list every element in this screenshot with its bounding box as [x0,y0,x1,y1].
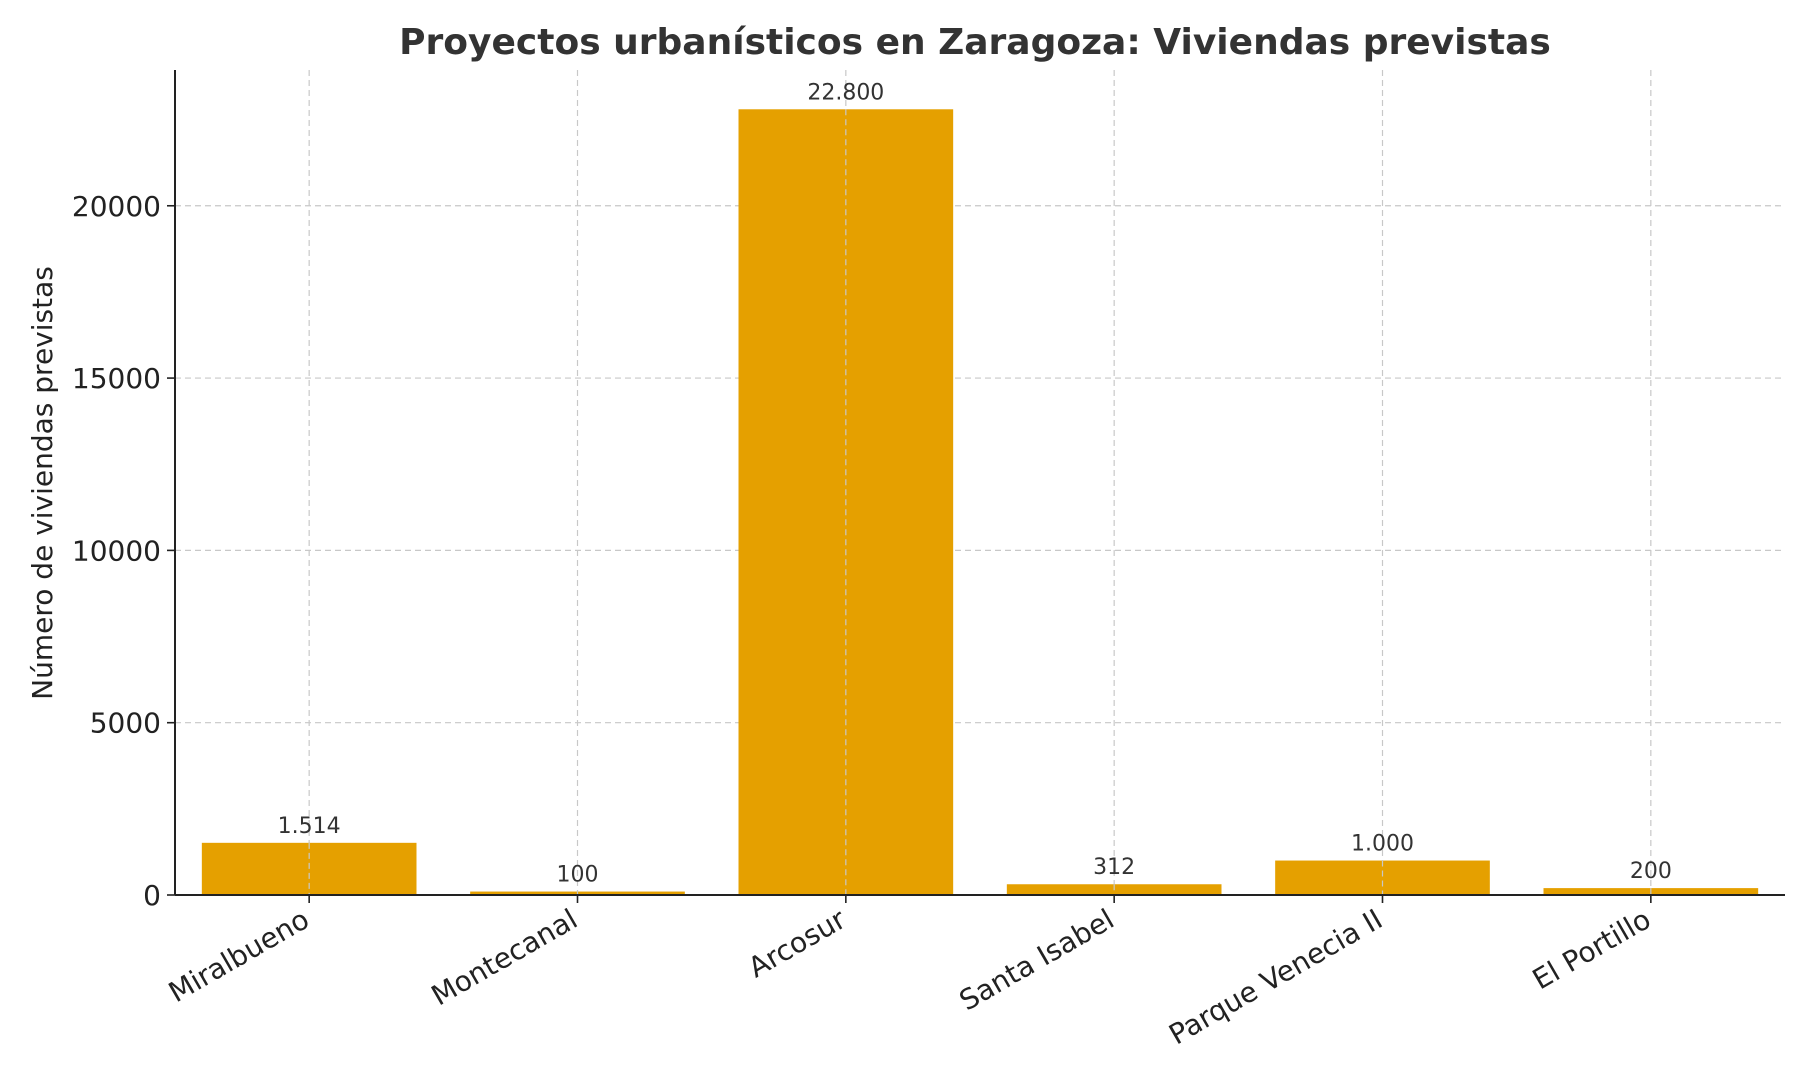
data-label: 100 [557,863,599,888]
bars [201,109,1759,896]
x-tick-label: El Portillo [1527,902,1656,996]
data-label: 1.514 [278,814,341,839]
y-tick-label: 15000 [72,362,161,395]
y-axis-label: Número de viviendas previstas [26,266,59,700]
y-tick-label: 20000 [72,190,161,223]
y-tick-label: 5000 [90,707,161,740]
x-tick-label: Arcosur [743,902,852,984]
x-tick-label: Montecanal [426,902,583,1012]
y-tick-labels: 0 5000 10000 15000 20000 [72,190,161,912]
y-tick-label: 0 [143,879,161,912]
x-tick-labels: Miralbueno Montecanal Arcosur Santa Isabel P… [163,902,1656,1051]
data-label: 200 [1630,859,1672,884]
grid-lines [175,70,1785,895]
axes [167,70,1785,903]
x-tick-label: Santa Isabel [954,902,1120,1017]
y-tick-label: 10000 [72,534,161,567]
data-label: 22.800 [807,80,884,105]
chart-title: Proyectos urbanísticos en Zaragoza: Vivi… [399,22,1551,63]
data-labels: 1.514 100 22.800 312 1.000 200 [278,80,1672,887]
data-label: 1.000 [1351,832,1414,857]
x-tick-label: Parque Venecia II [1163,902,1388,1051]
x-tick-label: Miralbueno [163,902,315,1009]
data-label: 312 [1093,855,1135,880]
